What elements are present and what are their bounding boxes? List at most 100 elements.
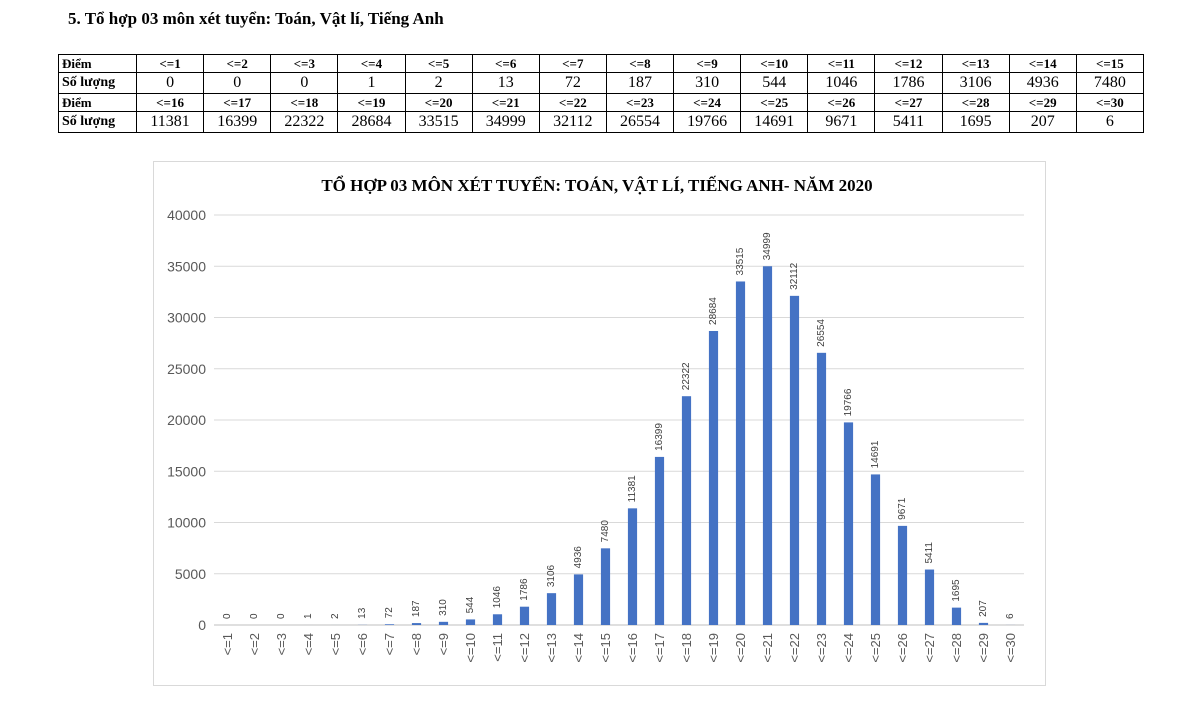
data-label: 1046 [492,586,503,609]
score-cell: <=25 [740,93,809,112]
bar [735,281,746,625]
bar [546,593,557,625]
score-cell: <=19 [337,93,406,112]
x-tick-label: <=13 [544,633,559,663]
bar [573,574,584,625]
count-cell: 7480 [1075,72,1145,94]
data-label: 32112 [789,262,800,290]
count-cell: 32112 [538,111,607,133]
chart-frame: TỔ HỢP 03 MÔN XÉT TUYỂN: TOÁN, VẬT LÍ, T… [153,161,1046,686]
count-cell: 28684 [337,111,406,133]
bar [384,624,395,625]
count-cell: 72 [538,72,607,94]
x-tick-label: <=7 [382,633,397,655]
x-tick-label: <=19 [706,633,721,663]
score-cell: <=11 [807,54,876,73]
score-header-row: Điểm <=1 <=2 <=3 <=4 <=5 <=6 <=7 <=8 <=9 <=10 <=11 <… [58,54,1145,73]
score-cell: <=23 [605,93,675,112]
bar [816,352,827,625]
x-tick-label: <=11 [490,633,505,662]
count-cell: 0 [135,72,205,94]
bar [897,525,908,625]
count-cell: 310 [672,72,742,94]
bar [762,266,773,625]
score-cell: <=21 [471,93,540,112]
score-cell: <=1 [135,54,205,73]
data-label: 0 [276,613,287,619]
score-cell: <=30 [1075,93,1145,112]
data-labels: 0 0 0 1 2 13 72 187 310 544 1046 1786 3106 4936 7480 11… [222,232,1016,619]
count-cell: 3106 [941,72,1010,94]
count-cell: 0 [270,72,339,94]
data-label: 14691 [870,440,881,468]
x-tick-label: <=6 [355,633,370,655]
x-tick-label: <=3 [274,633,289,655]
y-tick-label: 25000 [167,361,206,377]
data-label: 0 [249,613,260,619]
y-axis: 0 5000 10000 15000 20000 25000 30000 35000 40000 [167,207,206,633]
data-label: 16399 [654,423,665,451]
count-cell: 13 [471,72,540,94]
data-label: 544 [465,596,476,613]
score-cell: <=14 [1008,54,1077,73]
data-label: 22322 [681,362,692,390]
bar [870,474,881,625]
row-label-count: Số lượng [58,111,137,133]
data-label: 11381 [627,475,638,503]
x-tick-label: <=26 [895,633,910,663]
count-cell: 22322 [270,111,339,133]
score-cell: <=28 [941,93,1010,112]
data-label: 6 [1005,613,1016,619]
x-tick-label: <=21 [760,633,775,663]
data-label: 33515 [735,247,746,275]
row-label-score: Điểm [58,54,137,73]
data-label: 72 [384,607,395,619]
score-cell: <=9 [672,54,742,73]
score-cell: <=13 [941,54,1010,73]
data-label: 9671 [897,497,908,520]
data-label: 4936 [573,546,584,569]
data-label: 1695 [951,579,962,602]
x-tick-label: <=2 [247,633,262,655]
x-tick-label: <=27 [922,633,937,663]
bar [600,548,611,625]
x-tick-label: <=12 [517,633,532,663]
count-cell: 6 [1075,111,1145,133]
count-cell: 4936 [1008,72,1077,94]
data-label: 2 [330,613,341,619]
x-tick-label: <=8 [409,633,424,655]
data-label: 207 [978,600,989,617]
bar [438,621,449,625]
x-tick-label: <=15 [598,633,613,663]
count-cell: 19766 [672,111,742,133]
x-tick-label: <=24 [841,633,856,663]
score-cell: <=27 [874,93,943,112]
x-tick-label: <=22 [787,633,802,663]
count-cell: 14691 [740,111,809,133]
score-cell: <=2 [203,54,272,73]
data-label: 187 [411,600,422,617]
score-distribution-table: Điểm <=1 <=2 <=3 <=4 <=5 <=6 <=7 <=8 <=9 <=10 <=11 <… [58,54,1145,133]
count-cell: 11381 [135,111,205,133]
bar [627,508,638,625]
count-cell: 16399 [203,111,272,133]
x-tick-label: <=16 [625,633,640,663]
x-tick-label: <=18 [679,633,694,663]
bar [789,295,800,625]
data-label: 1786 [519,578,530,601]
score-cell: <=15 [1075,54,1145,73]
score-cell: <=26 [807,93,876,112]
count-cell: 1786 [874,72,943,94]
score-cell: <=3 [270,54,339,73]
data-label: 0 [222,613,233,619]
count-cell: 544 [740,72,809,94]
bar [411,623,422,625]
bar [708,330,719,625]
bars [303,266,1016,625]
bar [924,569,935,625]
score-cell: <=22 [538,93,607,112]
y-tick-label: 5000 [175,566,206,582]
score-cell: <=10 [740,54,809,73]
data-label: 310 [438,599,449,616]
section-heading: 5. Tổ hợp 03 môn xét tuyển: Toán, Vật lí… [68,9,444,28]
